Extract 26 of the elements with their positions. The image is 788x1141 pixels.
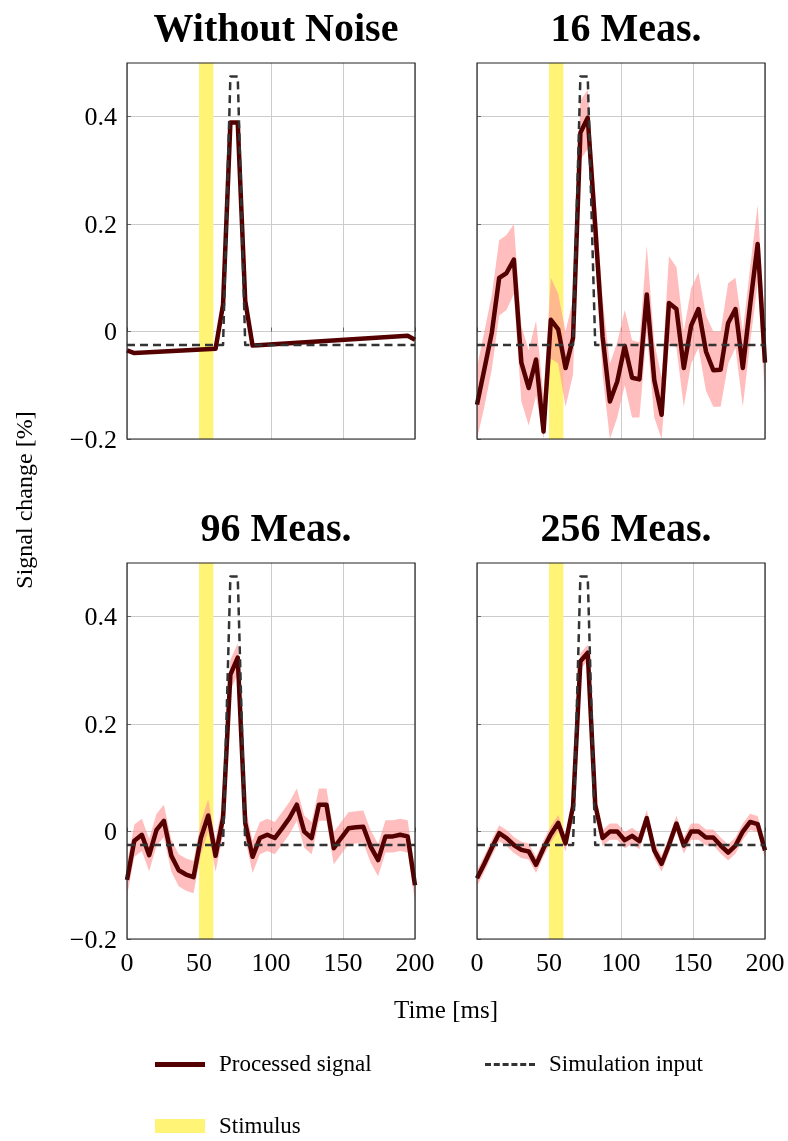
x-axis-title: Time [ms] [394,996,498,1024]
x-tick-label: 150 [673,947,713,977]
chart-title: 16 Meas. [550,4,702,50]
chart-title: Without Noise [153,4,399,50]
x-tick-label: 50 [536,947,562,977]
chart-title: 256 Meas. [540,504,712,550]
x-tick-label: 200 [745,947,785,977]
x-tick-label: 100 [251,947,291,977]
y-axis-title: Signal change [%] [10,411,38,589]
y-tick-label: −0.2 [69,424,117,454]
y-tick-label: 0 [104,317,117,347]
x-tick-label: 50 [186,947,212,977]
chart-title: 96 Meas. [200,504,352,550]
y-tick-label: −0.2 [69,924,117,954]
y-tick-label: 0.2 [84,209,117,239]
x-tick-label: 150 [323,947,363,977]
legend-label: Simulation input [549,1051,703,1077]
x-tick-label: 100 [601,947,641,977]
y-tick-label: 0.4 [84,102,117,132]
y-tick-label: 0 [104,817,117,847]
legend-label: Stimulus [219,1113,301,1139]
y-tick-label: 0.4 [84,602,117,632]
x-tick-label: 200 [395,947,435,977]
legend-label: Processed signal [219,1051,372,1077]
y-tick-label: 0.2 [84,709,117,739]
x-tick-label: 0 [470,947,484,977]
